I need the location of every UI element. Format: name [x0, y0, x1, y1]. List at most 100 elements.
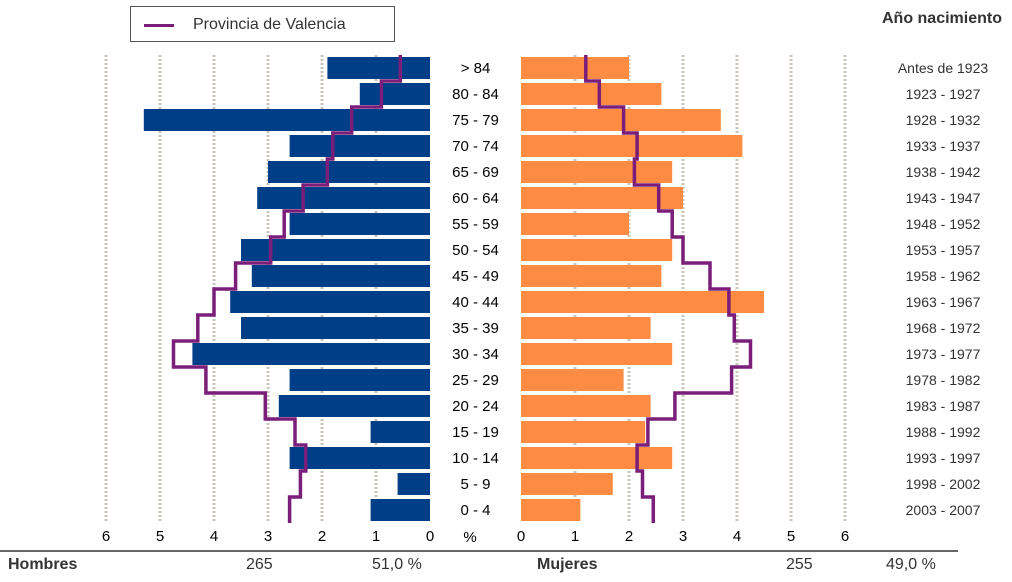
x-tick-left: 5 [156, 528, 164, 545]
bar-women [521, 213, 629, 235]
birth-year-label: 1983 - 1987 [906, 398, 981, 414]
age-group-label: 55 - 59 [452, 216, 499, 233]
legend: Provincia de Valencia [130, 6, 395, 42]
men-percent: 51,0 % [372, 556, 422, 573]
birth-year-label: 1938 - 1942 [906, 164, 981, 180]
bar-men [230, 291, 430, 313]
x-tick-right: 1 [571, 528, 579, 545]
bar-men [289, 447, 430, 469]
x-tick-right: 3 [679, 528, 687, 545]
bar-men [289, 213, 430, 235]
bars-men [143, 57, 431, 521]
grid-left [104, 55, 378, 523]
age-group-label: 5 - 9 [460, 476, 490, 493]
x-tick-left: 4 [210, 528, 218, 545]
birth-year-label: 1968 - 1972 [906, 320, 981, 336]
age-group-label: 40 - 44 [452, 294, 499, 311]
women-label: Mujeres [537, 556, 598, 573]
bar-women [521, 109, 721, 131]
province-lines [171, 55, 753, 523]
bar-women [521, 343, 673, 365]
province-line-men [171, 55, 403, 523]
footer-rule [0, 550, 958, 552]
bar-men [257, 187, 430, 209]
birth-year-label: 1923 - 1927 [906, 86, 981, 102]
bar-women [521, 317, 651, 339]
bar-women [521, 395, 651, 417]
birth-year-label: 1948 - 1952 [906, 216, 981, 232]
bar-women [521, 83, 662, 105]
province-line-women [584, 55, 753, 523]
percent-axis-label: % [463, 529, 476, 546]
age-labels: > 84 80 - 84 75 - 79 70 - 74 65 - 69 60 - 64 5… [452, 60, 499, 519]
age-group-label: 20 - 24 [452, 398, 499, 415]
x-tick-right: 4 [733, 528, 741, 545]
bar-men [251, 265, 430, 287]
birth-year-column-title: Año nacimiento [881, 10, 1002, 27]
x-tick-left: 3 [264, 528, 272, 545]
birth-year-label: 1943 - 1947 [906, 190, 981, 206]
bar-women [521, 135, 743, 157]
bar-men [192, 343, 430, 365]
age-group-label: 65 - 69 [452, 164, 499, 181]
birth-year-label: 1998 - 2002 [906, 476, 981, 492]
men-count: 265 [246, 556, 273, 573]
bar-women [521, 187, 683, 209]
age-group-label: 60 - 64 [452, 190, 499, 207]
women-percent: 49,0 % [886, 556, 936, 573]
bar-men [370, 499, 430, 521]
birth-year-label: 1988 - 1992 [906, 424, 981, 440]
bar-men [370, 421, 430, 443]
bar-women [521, 265, 662, 287]
x-tick-left: 2 [318, 528, 326, 545]
x-tick-left: 6 [102, 528, 110, 545]
age-group-label: 10 - 14 [452, 450, 499, 467]
bar-women [521, 161, 673, 183]
age-group-label: 75 - 79 [452, 112, 499, 129]
age-group-label: 35 - 39 [452, 320, 499, 337]
bar-women [521, 499, 581, 521]
bar-men [397, 473, 430, 495]
x-tick-right: 0 [517, 528, 525, 545]
legend-label: Provincia de Valencia [193, 16, 346, 33]
bar-women [521, 473, 613, 495]
x-tick-right: 2 [625, 528, 633, 545]
age-group-label: 30 - 34 [452, 346, 499, 363]
birth-year-label: 1993 - 1997 [906, 450, 981, 466]
age-group-label: 80 - 84 [452, 86, 499, 103]
bar-women [521, 57, 629, 79]
bar-men [289, 135, 430, 157]
birth-year-label: 1963 - 1967 [906, 294, 981, 310]
x-tick-right: 5 [787, 528, 795, 545]
bar-men [143, 109, 431, 131]
x-axis-ticks: 6 5 4 3 2 1 0 0 1 2 3 4 5 6 [102, 528, 849, 545]
x-tick-left: 0 [426, 528, 434, 545]
age-group-label: 0 - 4 [460, 502, 490, 519]
age-group-label: 25 - 29 [452, 372, 499, 389]
bar-men [278, 395, 430, 417]
x-tick-left: 1 [372, 528, 380, 545]
age-group-label: > 84 [461, 60, 491, 77]
birth-year-labels: Antes de 1923 1923 - 1927 1928 - 1932 1933 … [898, 60, 989, 518]
birth-year-label: 1958 - 1962 [906, 268, 981, 284]
bar-men [359, 83, 430, 105]
bar-men [289, 369, 430, 391]
birth-year-label: Antes de 1923 [898, 60, 989, 76]
grid-right [573, 55, 847, 523]
x-tick-right: 6 [841, 528, 849, 545]
legend-line-swatch [144, 24, 174, 27]
bar-women [521, 239, 673, 261]
bar-women [521, 421, 646, 443]
age-group-label: 45 - 49 [452, 268, 499, 285]
birth-year-label: 2003 - 2007 [906, 502, 981, 518]
bar-men [241, 239, 430, 261]
men-label: Hombres [8, 556, 78, 573]
birth-year-label: 1953 - 1957 [906, 242, 981, 258]
age-group-label: 70 - 74 [452, 138, 499, 155]
bar-women [521, 447, 673, 469]
birth-year-label: 1928 - 1932 [906, 112, 981, 128]
bar-women [521, 291, 764, 313]
birth-year-label: 1973 - 1977 [906, 346, 981, 362]
bar-men [241, 317, 430, 339]
birth-year-label: 1933 - 1937 [906, 138, 981, 154]
